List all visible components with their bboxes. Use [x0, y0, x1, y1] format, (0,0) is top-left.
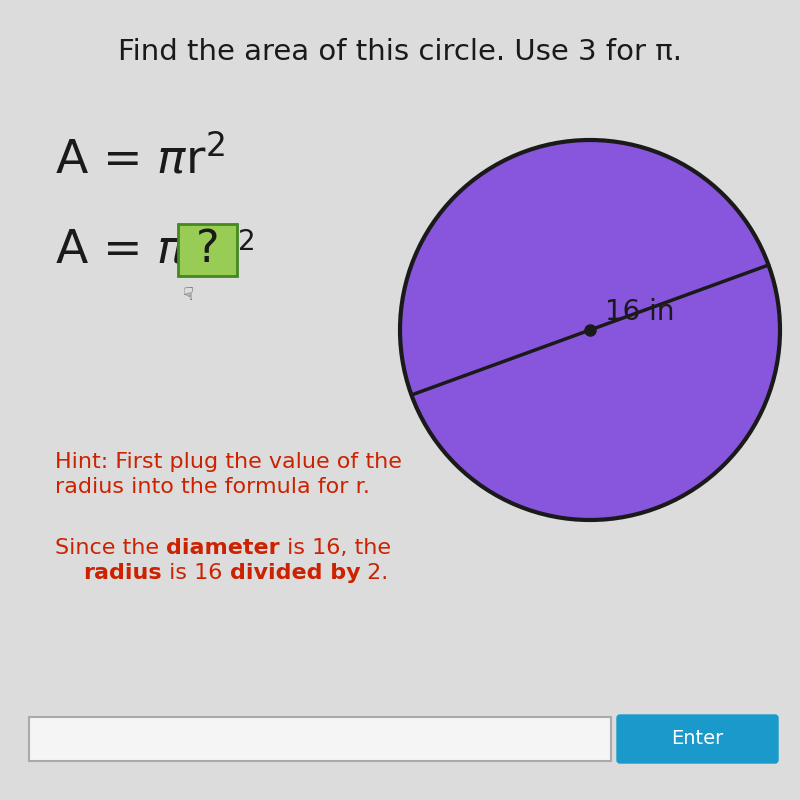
Text: radius: radius	[83, 563, 162, 583]
Text: divided by: divided by	[230, 563, 360, 583]
Text: is 16, the: is 16, the	[280, 538, 390, 558]
FancyBboxPatch shape	[29, 717, 611, 761]
Circle shape	[400, 140, 780, 520]
Text: A = $\pi$r$^2$: A = $\pi$r$^2$	[55, 137, 225, 183]
Text: diameter: diameter	[166, 538, 280, 558]
Text: 2.: 2.	[360, 563, 389, 583]
FancyBboxPatch shape	[617, 715, 778, 763]
Text: Hint: First plug the value of the: Hint: First plug the value of the	[55, 452, 402, 472]
FancyBboxPatch shape	[178, 224, 237, 276]
Text: Enter: Enter	[671, 730, 723, 749]
Text: 16 in: 16 in	[605, 298, 674, 326]
Text: Find the area of this circle. Use 3 for π.: Find the area of this circle. Use 3 for …	[118, 38, 682, 66]
Text: radius into the formula for r.: radius into the formula for r.	[55, 477, 370, 497]
Text: A = $\pi$: A = $\pi$	[55, 227, 188, 273]
Text: ?: ?	[196, 229, 219, 271]
Text: ☟: ☟	[182, 286, 194, 304]
Text: Since the: Since the	[55, 538, 166, 558]
Text: 2: 2	[238, 228, 256, 256]
Text: is 16: is 16	[162, 563, 230, 583]
